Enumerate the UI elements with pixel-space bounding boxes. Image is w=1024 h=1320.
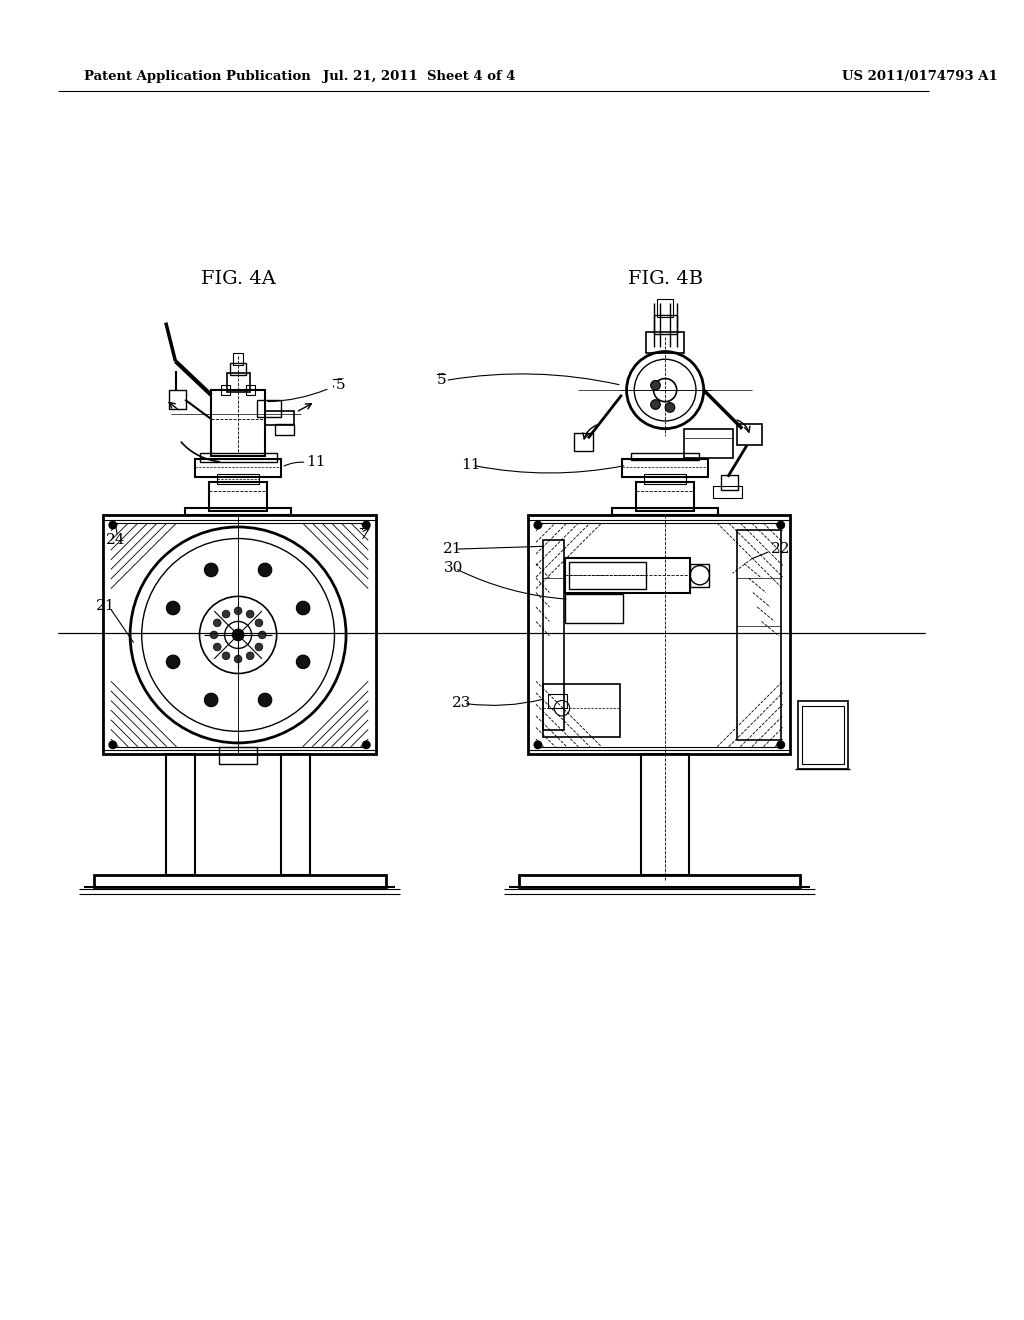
Circle shape [210,631,218,639]
Text: 11: 11 [306,455,326,470]
Text: US 2011/0174793 A1: US 2011/0174793 A1 [842,70,997,83]
Circle shape [258,693,271,706]
Bar [200,453,276,462]
Circle shape [234,655,242,663]
Bar [565,558,690,593]
Text: 23: 23 [452,697,471,710]
Circle shape [258,631,266,639]
Bar [265,412,294,425]
Circle shape [650,400,660,409]
Bar [636,482,694,511]
Circle shape [255,643,263,651]
Circle shape [213,619,221,627]
Circle shape [650,380,660,391]
Text: FIG. 4B: FIG. 4B [628,271,702,288]
Bar [195,459,282,477]
Bar [221,385,230,395]
Bar [714,487,742,498]
Bar [185,508,291,515]
Bar [632,453,698,461]
Bar [282,755,310,875]
Circle shape [109,741,117,748]
Bar [657,298,673,317]
Bar [230,363,246,375]
Bar [798,701,848,770]
Circle shape [777,521,784,529]
Text: Patent Application Publication: Patent Application Publication [84,70,310,83]
Text: 7: 7 [359,528,370,541]
Bar [166,755,195,875]
Circle shape [296,602,310,615]
Circle shape [205,564,218,577]
Circle shape [234,607,242,615]
Bar [802,706,845,764]
Bar [737,529,780,741]
Bar [219,747,257,764]
Circle shape [255,619,263,627]
Text: FIG. 4A: FIG. 4A [201,271,275,288]
Bar [528,515,791,755]
Circle shape [166,602,180,615]
Circle shape [166,655,180,669]
Bar [573,433,593,451]
Circle shape [666,403,675,412]
Bar [690,564,710,587]
Bar [644,474,686,483]
Circle shape [535,741,542,748]
Bar [565,594,623,623]
Text: 5: 5 [436,374,446,388]
Circle shape [213,643,221,651]
Bar [103,515,376,755]
Text: 24: 24 [106,532,126,546]
Bar [684,429,732,458]
Circle shape [232,630,244,640]
Text: 22: 22 [771,543,791,556]
Text: 11: 11 [461,458,480,473]
Bar [543,540,564,730]
Bar [721,475,738,490]
Text: 21: 21 [96,599,116,612]
Bar [653,315,677,334]
Circle shape [362,741,370,748]
Circle shape [109,521,117,529]
Bar [641,755,689,875]
Circle shape [247,610,254,618]
Bar [568,562,646,589]
Bar [211,391,265,455]
Bar [622,459,709,477]
Circle shape [205,693,218,706]
Bar [217,474,259,483]
Bar [518,875,800,887]
Circle shape [777,741,784,748]
Circle shape [222,652,230,660]
Bar [543,684,620,737]
Circle shape [296,655,310,669]
Bar [169,391,186,409]
Bar [612,508,718,515]
Bar [93,875,386,887]
Bar [246,385,255,395]
Bar [257,400,282,417]
Text: 5: 5 [336,379,345,392]
Circle shape [535,521,542,529]
Circle shape [222,610,230,618]
Bar [209,482,267,511]
Bar [274,424,294,436]
Circle shape [362,521,370,529]
Circle shape [247,652,254,660]
Text: 30: 30 [443,561,463,576]
Bar [548,694,567,709]
Bar [233,354,243,366]
Text: 21: 21 [443,543,463,556]
Circle shape [258,564,271,577]
Text: Jul. 21, 2011  Sheet 4 of 4: Jul. 21, 2011 Sheet 4 of 4 [323,70,515,83]
Bar [226,372,250,392]
Bar [737,424,762,445]
Bar [646,333,684,354]
